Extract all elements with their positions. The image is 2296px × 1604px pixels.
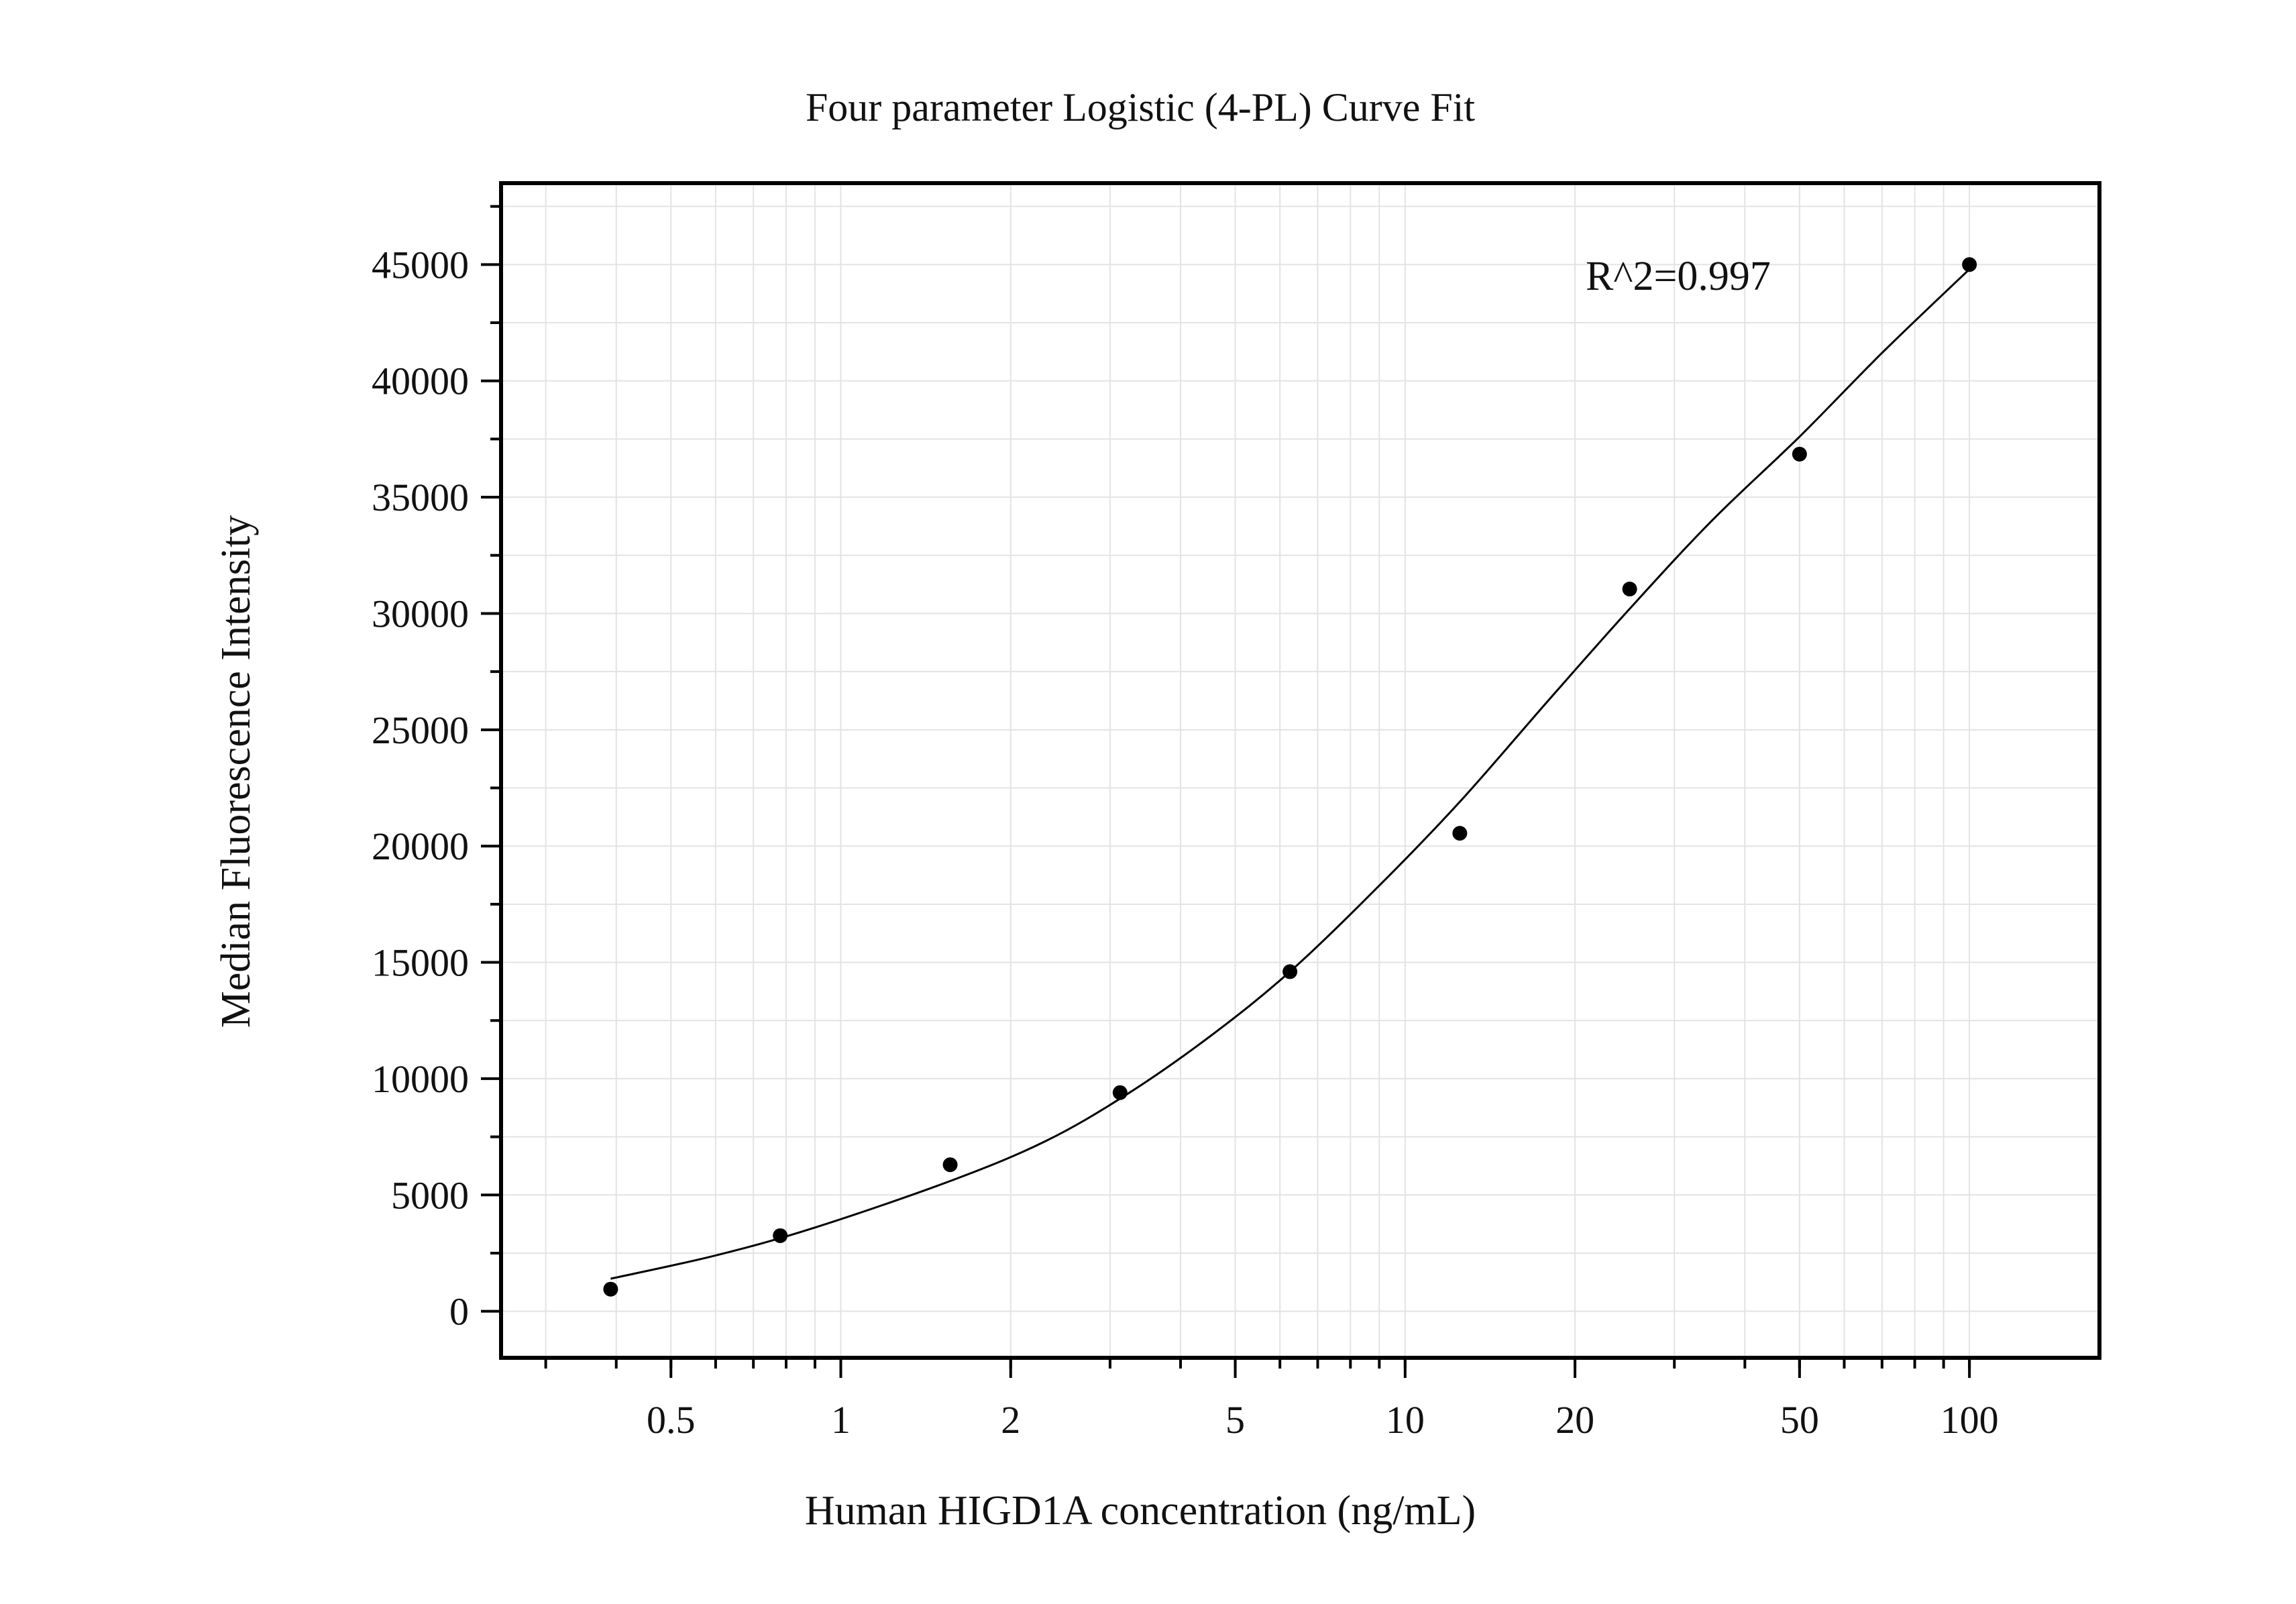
- fit-curve-line: [610, 268, 1971, 1280]
- data-point: [1962, 257, 1977, 272]
- plot-frame: [499, 181, 2101, 1360]
- y-tick-label: 30000: [372, 592, 469, 635]
- x-tick-label: 100: [1940, 1398, 1999, 1442]
- data-point: [603, 1281, 618, 1297]
- y-tick-label: 0: [449, 1290, 469, 1334]
- y-tick-label: 45000: [372, 243, 469, 286]
- y-tick-label: 15000: [372, 941, 469, 985]
- chart-title: Four parameter Logistic (4-PL) Curve Fit: [806, 85, 1475, 129]
- y-tick-label: 35000: [372, 476, 469, 519]
- data-point: [1792, 446, 1807, 462]
- y-tick-label: 10000: [372, 1057, 469, 1101]
- data-point: [1622, 582, 1637, 597]
- r-squared-annotation: R^2=0.997: [1586, 254, 1771, 299]
- x-tick-label: 1: [831, 1398, 851, 1442]
- y-tick-label: 25000: [372, 708, 469, 752]
- data-point: [1282, 964, 1298, 979]
- data-point: [942, 1157, 958, 1173]
- grid: [501, 183, 2099, 1358]
- x-tick-label: 5: [1225, 1398, 1245, 1442]
- data-point: [773, 1228, 788, 1243]
- axis-ticks: [481, 205, 1971, 1378]
- x-tick-label: 20: [1555, 1398, 1594, 1442]
- y-tick-label: 20000: [372, 824, 469, 868]
- x-tick-label: 0.5: [647, 1398, 696, 1442]
- x-axis-label: Human HIGD1A concentration (ng/mL): [805, 1488, 1476, 1534]
- fit-curve-layer: [610, 268, 1971, 1280]
- y-tick-label: 5000: [391, 1173, 469, 1217]
- x-tick-label: 2: [1001, 1398, 1020, 1442]
- data-points: [603, 257, 1977, 1297]
- x-tick-label: 10: [1386, 1398, 1425, 1442]
- x-tick-label: 50: [1780, 1398, 1819, 1442]
- data-point: [1112, 1085, 1128, 1100]
- y-tick-label: 40000: [372, 360, 469, 403]
- data-point: [1452, 826, 1468, 841]
- y-axis-label: Median Fluorescence Intensity: [213, 515, 259, 1028]
- tick-labels: 0.5 1 2 5 10 20 50 100 0 5000 10000 15000 20000 25000…: [372, 243, 1999, 1442]
